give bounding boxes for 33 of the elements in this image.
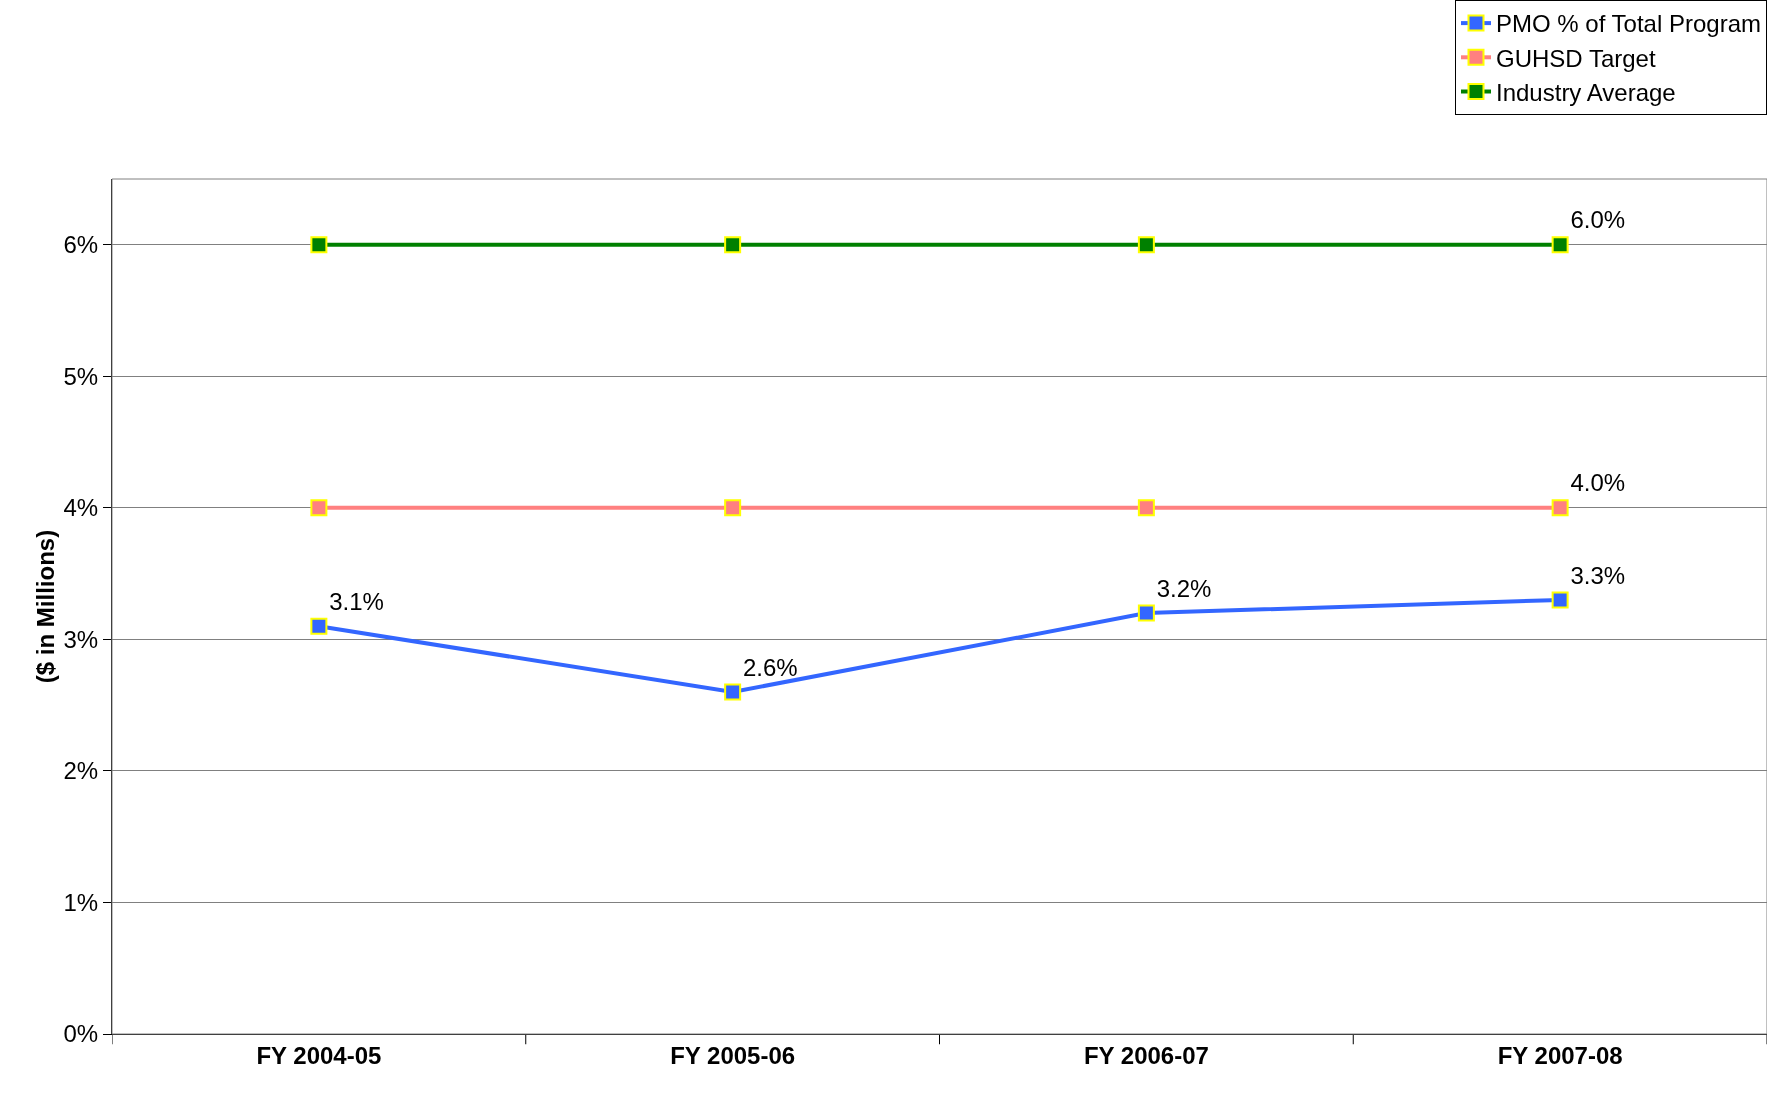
- y-tick-label: 6%: [63, 231, 99, 259]
- y-tick-label: 4%: [63, 494, 99, 522]
- legend-label: PMO % of Total Program: [1496, 10, 1761, 38]
- x-tick-label: FY 2006-07: [1083, 1041, 1209, 1069]
- point: [310, 236, 328, 254]
- y-tick-label: 3%: [63, 625, 99, 653]
- y-tick-label: 5%: [63, 362, 99, 390]
- data-label: 4.0%: [1570, 469, 1626, 497]
- point: [724, 236, 742, 254]
- y-tick-label: 2%: [63, 757, 99, 785]
- point: [1137, 236, 1155, 254]
- point: [724, 499, 742, 517]
- legend-label: GUHSD Target: [1496, 44, 1656, 72]
- y-tick-label: 1%: [63, 888, 99, 916]
- y-axis-title: ($ in Millions): [32, 529, 59, 684]
- y-tick-label: 0%: [63, 1020, 99, 1048]
- point: [1137, 604, 1155, 622]
- point: [310, 499, 328, 517]
- point: [310, 617, 328, 635]
- data-label: 6.0%: [1570, 206, 1626, 234]
- legend-label: Industry Average: [1496, 78, 1676, 106]
- x-tick-label: FY 2005-06: [670, 1041, 796, 1069]
- point: [1551, 236, 1569, 254]
- point: [1551, 591, 1569, 609]
- point: [724, 683, 742, 701]
- x-tick-label: FY 2007-08: [1497, 1041, 1623, 1069]
- data-label: 3.1%: [329, 587, 384, 615]
- data-label: 3.2%: [1156, 574, 1212, 602]
- data-label: 2.6%: [743, 653, 798, 681]
- point: [1137, 499, 1155, 517]
- x-tick-label: FY 2004-05: [256, 1041, 382, 1069]
- point: [1551, 499, 1569, 517]
- data-label: 3.3%: [1570, 561, 1626, 589]
